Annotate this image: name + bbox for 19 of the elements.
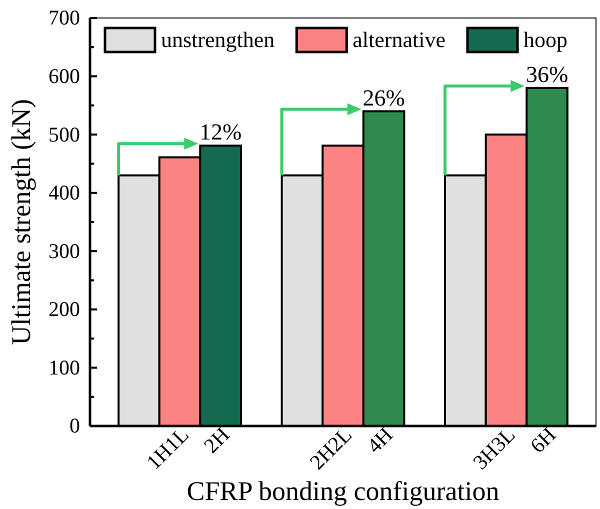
y-tick-label: 400 (48, 180, 80, 205)
y-axis-title: Ultimate strength (kN) (6, 99, 36, 345)
annotation: 12% (199, 120, 242, 145)
legend-label: unstrengthen (161, 27, 275, 52)
x-tick-label: 2H (198, 422, 234, 458)
y-tick-label: 500 (48, 122, 80, 146)
legend-label: hoop (524, 27, 568, 52)
x-tick-label: 6H (525, 422, 561, 458)
legend-label: alternative (352, 27, 446, 52)
y-tick-label: 200 (48, 297, 80, 322)
annotation: 26% (362, 85, 405, 110)
y-tick-label: 100 (48, 355, 80, 380)
y-tick-label: 600 (48, 64, 80, 88)
x-tick-label: 4H (362, 422, 398, 458)
y-tick-label: 0 (70, 414, 80, 438)
annotation: 36% (526, 62, 568, 87)
y-tick-label: 700 (48, 6, 80, 30)
x-axis-title: CFRP bonding configuration (186, 476, 500, 506)
y-tick-label: 300 (48, 238, 80, 263)
